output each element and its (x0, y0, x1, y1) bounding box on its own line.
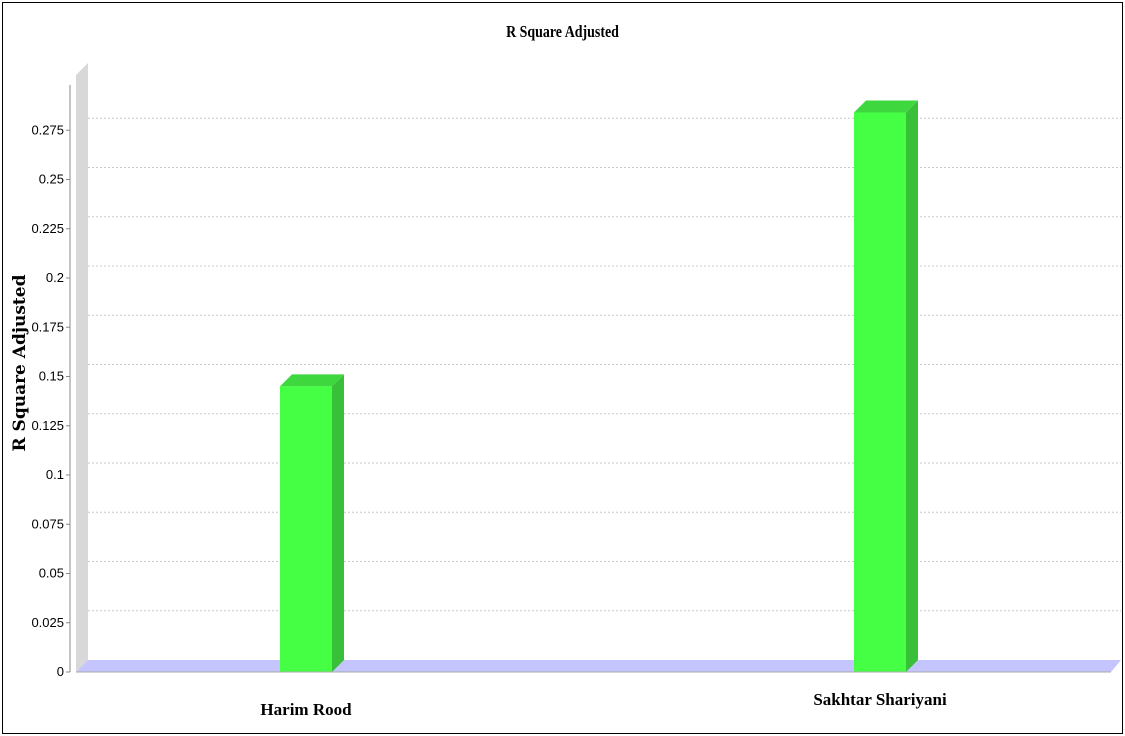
bar-top (854, 100, 918, 113)
y-tick-label: 0.15 (39, 369, 64, 384)
y-tick-label: 0.125 (31, 418, 64, 433)
y-tick-label: 0 (57, 664, 64, 679)
y-tick-label: 0.275 (31, 122, 64, 137)
x-category-label: Harim Rood (260, 700, 352, 719)
y-tick-label: 0.2 (46, 270, 64, 285)
bar-side (332, 374, 344, 672)
x-category-label: Sakhtar Shariyani (813, 690, 947, 709)
y-tick-label: 0.175 (31, 319, 64, 334)
side-wall (76, 63, 88, 672)
y-tick-label: 0.05 (39, 566, 64, 581)
y-tick-label: 0.075 (31, 516, 64, 531)
bar-side (906, 100, 918, 672)
bar (280, 386, 332, 672)
floor-plane (76, 660, 1121, 672)
y-tick-label: 0.025 (31, 615, 64, 630)
y-tick-label: 0.25 (39, 172, 64, 187)
y-tick-label: 0.225 (31, 221, 64, 236)
bar (854, 112, 906, 672)
chart-title: R Square Adjusted (506, 22, 619, 41)
bar-top (280, 374, 344, 387)
y-tick-label: 0.1 (46, 467, 64, 482)
